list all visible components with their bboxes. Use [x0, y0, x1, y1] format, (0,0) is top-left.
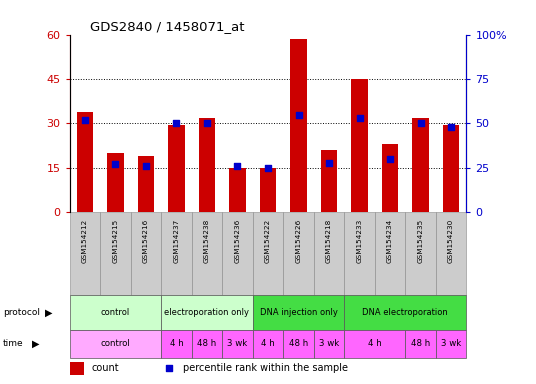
- Text: GSM154212: GSM154212: [82, 219, 88, 263]
- Point: [165, 365, 173, 371]
- Text: GSM154234: GSM154234: [387, 219, 393, 263]
- Text: percentile rank within the sample: percentile rank within the sample: [183, 363, 348, 374]
- Text: 48 h: 48 h: [289, 339, 308, 348]
- Bar: [168, 125, 185, 212]
- Text: GSM154218: GSM154218: [326, 219, 332, 263]
- Text: GSM154215: GSM154215: [113, 219, 118, 263]
- Bar: [314, 212, 344, 295]
- Bar: [253, 212, 283, 295]
- Point: [233, 163, 242, 169]
- Text: DNA electroporation: DNA electroporation: [362, 308, 448, 317]
- Text: GSM154222: GSM154222: [265, 219, 271, 263]
- Point: [203, 121, 211, 127]
- Bar: [161, 212, 192, 295]
- Bar: [259, 168, 277, 212]
- Point: [172, 121, 181, 127]
- Text: GSM154226: GSM154226: [295, 219, 302, 263]
- Bar: [436, 212, 466, 295]
- Bar: [77, 112, 93, 212]
- Bar: [290, 39, 307, 212]
- Text: GSM154233: GSM154233: [356, 219, 362, 263]
- Bar: [375, 212, 405, 295]
- Bar: [222, 212, 253, 295]
- Point: [447, 124, 456, 130]
- Point: [294, 111, 303, 118]
- Point: [111, 161, 120, 167]
- Bar: [283, 212, 314, 295]
- Bar: [192, 330, 222, 358]
- Text: 48 h: 48 h: [197, 339, 217, 348]
- Point: [355, 115, 364, 121]
- Text: 3 wk: 3 wk: [441, 339, 461, 348]
- Text: GSM154216: GSM154216: [143, 219, 149, 263]
- Text: electroporation only: electroporation only: [165, 308, 249, 317]
- Bar: [344, 330, 405, 358]
- Point: [386, 156, 394, 162]
- Bar: [70, 295, 161, 330]
- Bar: [161, 330, 192, 358]
- Bar: [253, 330, 283, 358]
- Bar: [131, 212, 161, 295]
- Text: count: count: [92, 363, 119, 374]
- Bar: [107, 153, 124, 212]
- Bar: [283, 330, 314, 358]
- Bar: [321, 150, 338, 212]
- Bar: [344, 212, 375, 295]
- Point: [80, 117, 89, 123]
- Bar: [229, 168, 246, 212]
- Text: GSM154238: GSM154238: [204, 219, 210, 263]
- Bar: [199, 118, 215, 212]
- Text: DNA injection only: DNA injection only: [259, 308, 338, 317]
- Bar: [161, 295, 253, 330]
- Text: ▶: ▶: [44, 308, 52, 318]
- Point: [264, 165, 272, 171]
- Bar: [436, 330, 466, 358]
- Text: control: control: [101, 339, 130, 348]
- Text: time: time: [3, 339, 23, 348]
- Point: [416, 121, 425, 127]
- Bar: [405, 330, 436, 358]
- Bar: [222, 330, 253, 358]
- Bar: [344, 295, 466, 330]
- Text: GSM154235: GSM154235: [418, 219, 423, 263]
- Bar: [100, 212, 131, 295]
- Text: GSM154237: GSM154237: [174, 219, 180, 263]
- Bar: [70, 212, 100, 295]
- Point: [325, 159, 333, 166]
- Bar: [382, 144, 398, 212]
- Point: [142, 163, 150, 169]
- Text: GSM154236: GSM154236: [234, 219, 241, 263]
- Text: 3 wk: 3 wk: [227, 339, 248, 348]
- Bar: [412, 118, 429, 212]
- Bar: [314, 330, 344, 358]
- Bar: [138, 156, 154, 212]
- Text: 48 h: 48 h: [411, 339, 430, 348]
- Text: 3 wk: 3 wk: [319, 339, 339, 348]
- Bar: [443, 125, 459, 212]
- Bar: [405, 212, 436, 295]
- Bar: [351, 79, 368, 212]
- Bar: [253, 295, 344, 330]
- Text: ▶: ▶: [32, 339, 40, 349]
- Text: 4 h: 4 h: [368, 339, 382, 348]
- Bar: [192, 212, 222, 295]
- Text: GDS2840 / 1458071_at: GDS2840 / 1458071_at: [90, 20, 244, 33]
- Bar: [70, 330, 161, 358]
- Text: protocol: protocol: [3, 308, 40, 317]
- Text: control: control: [101, 308, 130, 317]
- Text: 4 h: 4 h: [169, 339, 183, 348]
- Text: GSM154230: GSM154230: [448, 219, 454, 263]
- Bar: [70, 362, 84, 374]
- Text: 4 h: 4 h: [261, 339, 275, 348]
